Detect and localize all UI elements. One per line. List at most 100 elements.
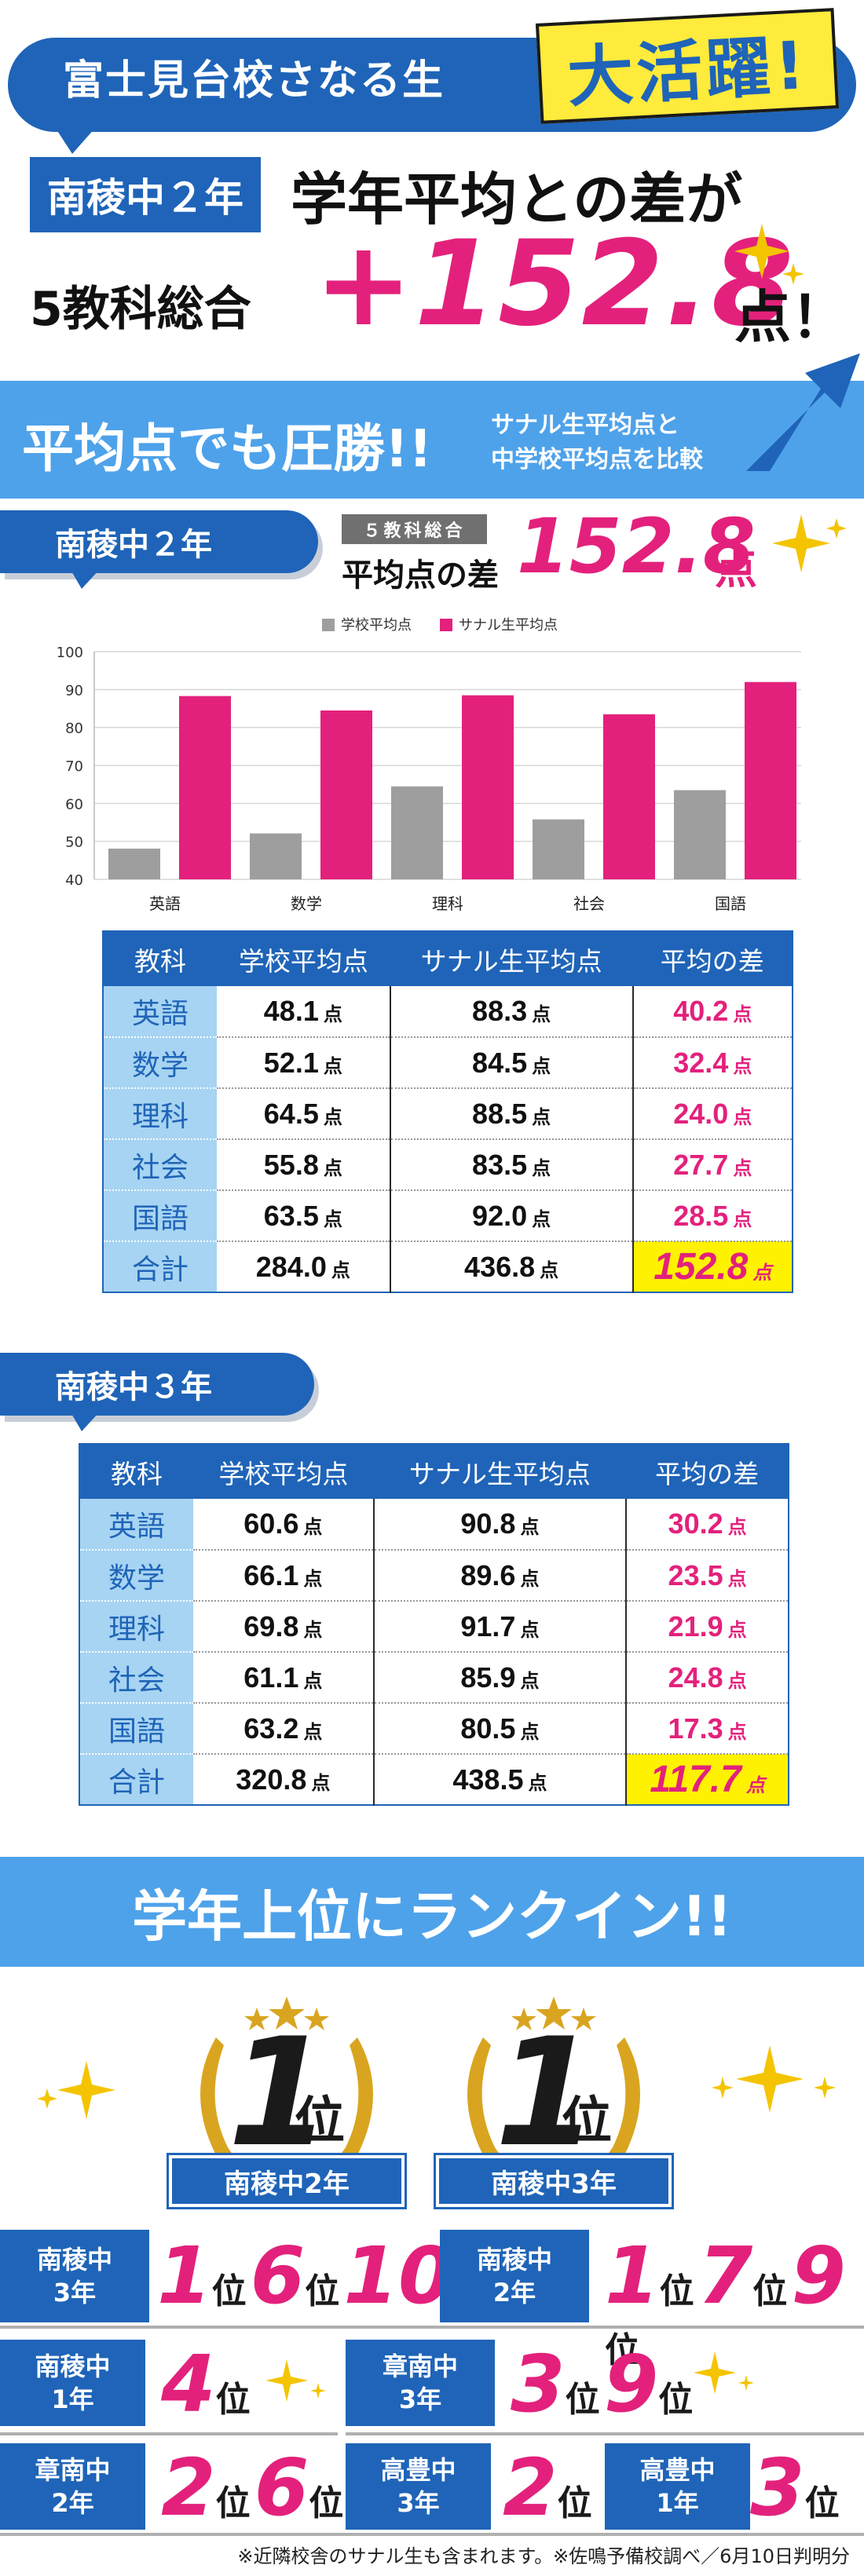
col-header: サナル生平均点: [373, 1444, 627, 1499]
x-tick-label: 数学: [291, 894, 322, 913]
footnote: ※近隣校舎のサナル生も含まれます。※佐鳴予備校調べ／6月10日判明分: [237, 2545, 850, 2567]
school-avg-cell: 320.8 点: [193, 1754, 375, 1806]
y-tick-label: 40: [65, 872, 83, 889]
sparkle-icon: [265, 2359, 326, 2402]
divider: [0, 2432, 338, 2435]
bar-chart: 40 50 60 70 80 90 100 英語 数学 理科 社会 国語 学校平均点 サナル生平均点: [57, 617, 801, 913]
rank-suffix: 位: [804, 2483, 840, 2523]
ranking-title: 学年上位にランクイン!!: [0, 1857, 864, 1967]
sanaru-avg-cell: 83.5 点: [390, 1139, 634, 1191]
subject-cell: 国語: [103, 1190, 217, 1242]
rank-number: 2: [503, 2442, 558, 2534]
school-avg-cell: 284.0 点: [217, 1241, 391, 1293]
legend-swatch: [440, 619, 452, 631]
table-row: 国語 63.5 点 92.0 点 28.5 点: [103, 1190, 793, 1242]
school-avg-cell: 69.8 点: [193, 1601, 375, 1653]
subject-cell: 理科: [79, 1601, 193, 1653]
rank-suffix: 位: [295, 2092, 345, 2150]
rank-suffix: 位: [215, 2483, 251, 2523]
col-header: 平均の差: [632, 931, 793, 986]
table-total-row: 合計 320.8 点 438.5 点 117.7 点: [79, 1754, 789, 1806]
y-tick-label: 100: [57, 645, 83, 661]
sanaru-avg-cell: 88.3 点: [390, 986, 634, 1038]
subject-cell: 英語: [79, 1499, 193, 1551]
rank-number: 4: [161, 2338, 216, 2430]
score-table-grade3: 教科 学校平均点 サナル生平均点 平均の差 英語 60.6 点 90.8 点 30.2 点数…: [79, 1443, 789, 1806]
col-header: 教科: [79, 1444, 193, 1499]
subject-cell: 英語: [103, 986, 217, 1038]
col-header: 学校平均点: [217, 931, 390, 986]
rank-suffix: 位: [605, 2330, 639, 2370]
first-place-number: 1: [228, 2006, 332, 2180]
bar-sanaru: [462, 695, 514, 879]
diff-cell: 30.2 点: [626, 1499, 789, 1551]
legend-swatch: [322, 619, 335, 631]
table-row: 社会 61.1 点 85.9 点 24.8 点: [79, 1652, 789, 1704]
x-tick-label: 英語: [149, 894, 181, 913]
rank-number: 10: [343, 2230, 453, 2322]
section-tag-grade3: 南稜中３年: [0, 1353, 314, 1431]
y-tick-label: 70: [65, 758, 83, 775]
bar-sanaru: [603, 714, 655, 879]
header-line3-label: 5教科総合: [30, 282, 251, 337]
header-line1: 富士見台校さなる生: [63, 57, 445, 104]
sparkle-icon: [37, 2061, 115, 2119]
arrow-up-right-icon: [746, 353, 860, 471]
header-line2: 学年平均との差が: [291, 166, 743, 232]
rank-list: 2位: [503, 2442, 592, 2534]
first-place-number: 1: [495, 2006, 599, 2180]
diff-cell: 27.7 点: [632, 1139, 793, 1191]
diff-cell: 28.5 点: [632, 1190, 793, 1242]
laurel-wreath-icon: [467, 1997, 640, 2187]
rank-number: 9: [791, 2230, 846, 2322]
rank-list: 4位: [161, 2338, 251, 2430]
rank-number: 1: [157, 2230, 212, 2322]
table-row: 社会 55.8 点 83.5 点 27.7 点: [103, 1139, 793, 1191]
rank-number: 9: [603, 2338, 659, 2430]
avg-diff-value: 152.8: [517, 502, 756, 590]
rank-school-box: 南稜中 3年: [0, 2230, 149, 2322]
first-place-label: 南稜中3年: [436, 2155, 672, 2207]
header-highlight: 大活躍!: [535, 8, 840, 124]
sanaru-avg-cell: 88.5 点: [390, 1088, 634, 1140]
divider: [0, 2533, 864, 2536]
diff-cell: 24.0 点: [632, 1088, 793, 1140]
rank-number: 7: [697, 2230, 753, 2322]
bar-sanaru: [179, 696, 231, 879]
diff-cell: 117.7 点: [626, 1754, 789, 1806]
y-tick-label: 80: [65, 721, 83, 737]
subject-cell: 合計: [79, 1754, 193, 1806]
rank-suffix: 位: [659, 2271, 694, 2311]
bar-school: [674, 790, 726, 879]
rank-number: 2: [161, 2442, 216, 2534]
col-header: サナル生平均点: [390, 931, 633, 986]
subject-cell: 社会: [79, 1652, 193, 1704]
school-avg-cell: 48.1 点: [217, 986, 391, 1038]
rank-number: 6: [254, 2442, 309, 2534]
subject-cell: 社会: [103, 1139, 217, 1191]
sanaru-avg-cell: 436.8 点: [390, 1241, 634, 1293]
rank-school-box: 高豊中 1年: [605, 2443, 750, 2530]
sanaru-avg-cell: 85.9 点: [373, 1652, 628, 1704]
rank-suffix: 位: [305, 2271, 340, 2311]
school-avg-cell: 64.5 点: [217, 1088, 391, 1140]
header-line3-unit: 点！: [734, 284, 848, 350]
table-total-row: 合計 284.0 点 436.8 点 152.8 点: [103, 1241, 793, 1293]
subject-cell: 数学: [103, 1037, 217, 1089]
laurel-wreath-icon: [200, 1997, 373, 2187]
table-row: 数学 52.1 点 84.5 点 32.4 点: [103, 1037, 793, 1089]
col-header: 学校平均点: [193, 1444, 374, 1499]
header-score: +152.8: [314, 216, 796, 353]
legend-label: サナル生平均点: [459, 617, 558, 634]
diff-cell: 21.9 点: [626, 1601, 789, 1653]
table-row: 数学 66.1 点 89.6 点 23.5 点: [79, 1550, 789, 1602]
rank-list: 1位 6位 10位: [157, 2230, 488, 2322]
col-header: 平均の差: [626, 1444, 789, 1499]
rank-suffix: 位: [557, 2483, 592, 2523]
sanaru-avg-cell: 90.8 点: [373, 1499, 628, 1551]
legend-label: 学校平均点: [341, 617, 412, 634]
school-avg-cell: 60.6 点: [193, 1499, 375, 1551]
y-tick-label: 60: [65, 796, 83, 813]
sparkle-icon: [694, 2351, 754, 2394]
rank-suffix: 位: [215, 2380, 251, 2420]
